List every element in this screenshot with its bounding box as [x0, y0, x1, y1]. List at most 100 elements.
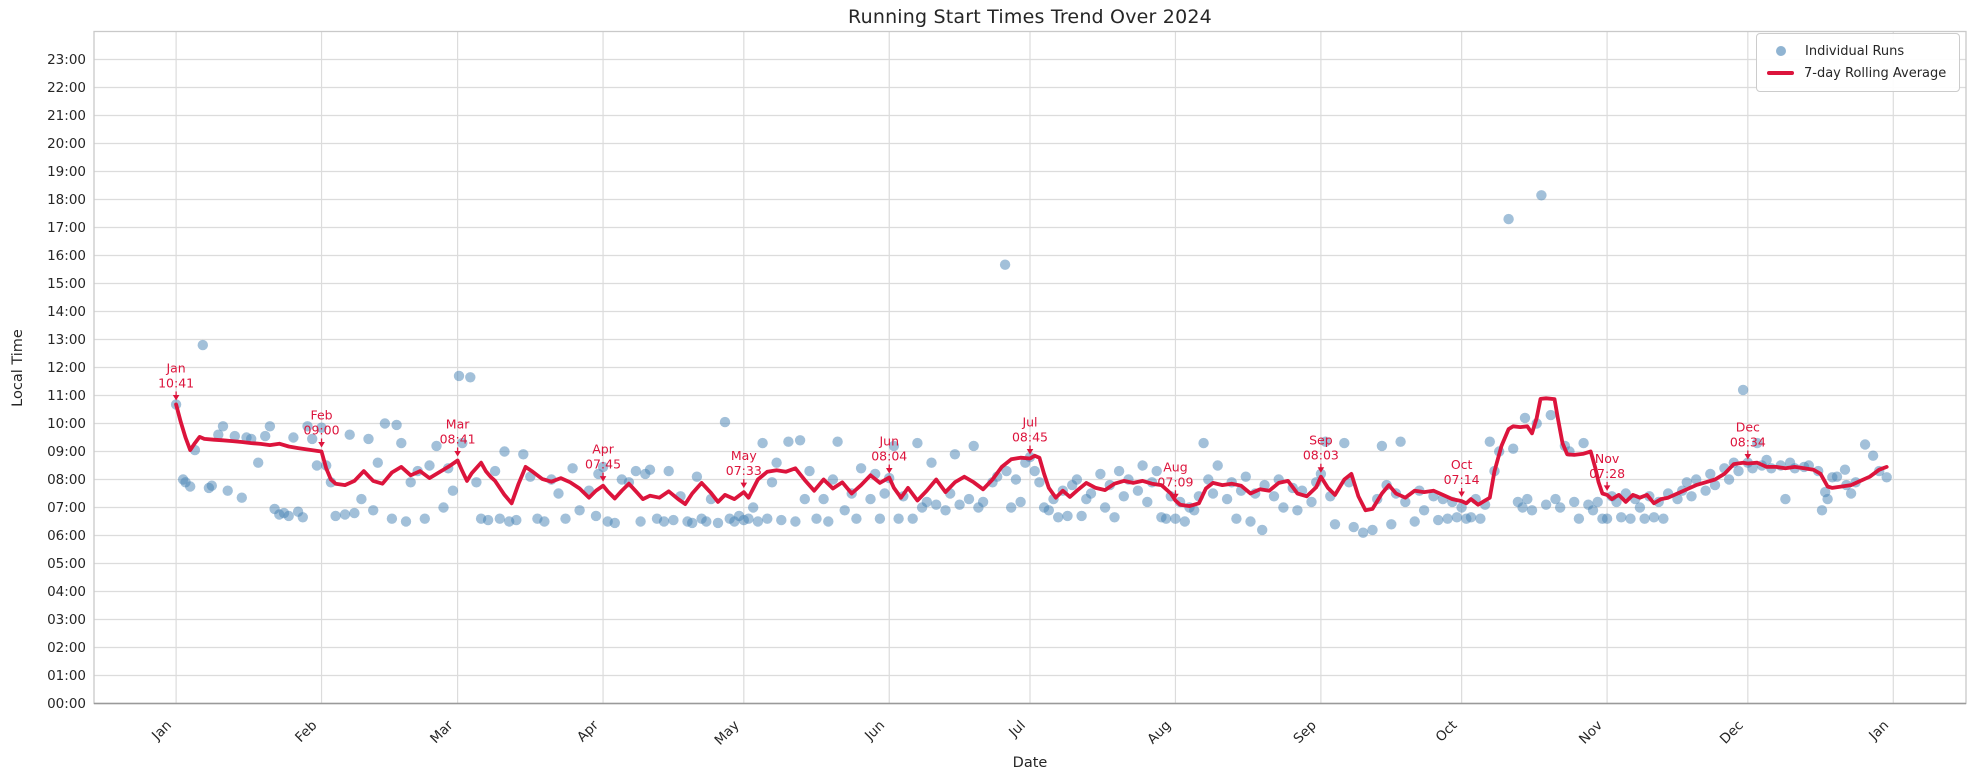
rolling-average-line [174, 396, 1889, 513]
svg-text:Nov: Nov [1576, 718, 1606, 748]
run-point [719, 416, 731, 428]
run-point [1867, 450, 1879, 461]
run-point [1475, 513, 1486, 524]
run-point [1723, 474, 1735, 485]
annotation-arrow-icon [1172, 493, 1179, 500]
run-point [489, 465, 501, 477]
run-point [424, 460, 435, 471]
run-point [811, 513, 822, 524]
run-point [567, 463, 578, 474]
run-point [1709, 479, 1721, 491]
run-point [1780, 493, 1791, 505]
run-point [553, 488, 564, 499]
run-point [663, 465, 674, 477]
svg-text:07:00: 07:00 [47, 500, 86, 516]
svg-text:Sep: Sep [1290, 718, 1319, 747]
svg-text:08:03: 08:03 [1303, 448, 1339, 463]
run-point [743, 513, 754, 524]
x-axis-label: Date [1012, 755, 1048, 771]
svg-text:07:45: 07:45 [585, 457, 621, 472]
run-point [865, 493, 876, 505]
run-point [1076, 510, 1087, 522]
annotation-arrow-icon [1458, 491, 1465, 498]
run-point [907, 513, 918, 524]
run-point [482, 514, 494, 526]
run-point [823, 516, 834, 527]
run-point [1099, 502, 1111, 513]
run-point [1519, 412, 1531, 424]
run-point [954, 499, 965, 510]
run-point [1015, 496, 1026, 508]
svg-text:Jun: Jun [861, 718, 888, 745]
svg-text:Feb: Feb [292, 718, 320, 746]
run-point [1113, 465, 1125, 477]
run-point [1062, 510, 1073, 522]
svg-text:Aug: Aug [1144, 718, 1174, 748]
run-point [197, 339, 208, 351]
run-point [574, 505, 585, 516]
svg-text:23:00: 23:00 [47, 52, 86, 68]
y-tick-labels: 00:00 01:00 02:00 03:00 04:00 05:00 06:00 07:00… [47, 52, 86, 712]
svg-text:22:00: 22:00 [47, 80, 86, 96]
run-point [1006, 502, 1017, 513]
run-point [379, 418, 391, 429]
run-point [1367, 524, 1378, 536]
run-point [1400, 496, 1411, 508]
run-point [1433, 514, 1444, 526]
run-point [297, 512, 308, 523]
run-point [762, 513, 773, 524]
svg-text:19:00: 19:00 [47, 164, 86, 180]
run-point [1752, 437, 1763, 449]
run-point [1700, 485, 1711, 496]
svg-text:Apr: Apr [592, 442, 614, 457]
run-point [1207, 488, 1219, 499]
annotation-arrow-icon [318, 442, 325, 448]
run-point [590, 510, 602, 522]
run-point [1555, 502, 1566, 513]
svg-text:16:00: 16:00 [47, 248, 86, 264]
svg-text:21:00: 21:00 [47, 108, 86, 124]
run-point [963, 493, 975, 505]
line-marker-icon [1767, 71, 1794, 75]
svg-text:Jan: Jan [148, 718, 175, 745]
run-point [1761, 454, 1772, 466]
legend-label: 7-day Rolling Average [1804, 65, 1947, 81]
annotation-arrow-icon [454, 450, 461, 457]
svg-text:07:33: 07:33 [726, 463, 762, 478]
run-point [419, 513, 430, 524]
run-point [874, 513, 886, 524]
annotation-arrow-icon [1317, 467, 1325, 473]
svg-text:Jan: Jan [165, 360, 185, 375]
run-point [400, 516, 412, 527]
svg-text:02:00: 02:00 [47, 640, 86, 656]
run-point [1625, 513, 1636, 524]
run-point [1451, 512, 1463, 523]
run-point [644, 464, 656, 475]
run-point [1747, 463, 1758, 474]
svg-text:Dec: Dec [1736, 420, 1760, 435]
annotation-arrow-icon [1603, 485, 1611, 491]
run-point [794, 435, 806, 446]
run-point [712, 517, 724, 529]
run-point [949, 449, 961, 460]
run-point [1503, 213, 1514, 225]
run-point [396, 437, 407, 449]
run-point [499, 446, 510, 457]
run-point [511, 514, 522, 526]
svg-text:13:00: 13:00 [47, 332, 86, 348]
run-point [386, 513, 398, 524]
annotation-arrow-icon [599, 476, 607, 482]
run-point [1620, 488, 1632, 499]
run-point [1578, 437, 1589, 449]
run-point [1001, 465, 1012, 477]
run-point [804, 465, 815, 477]
run-point [783, 436, 794, 447]
svg-text:06:00: 06:00 [47, 528, 86, 544]
svg-text:Oct: Oct [1451, 457, 1473, 472]
run-point [851, 513, 862, 524]
run-point [316, 422, 327, 433]
run-point [1545, 409, 1557, 421]
